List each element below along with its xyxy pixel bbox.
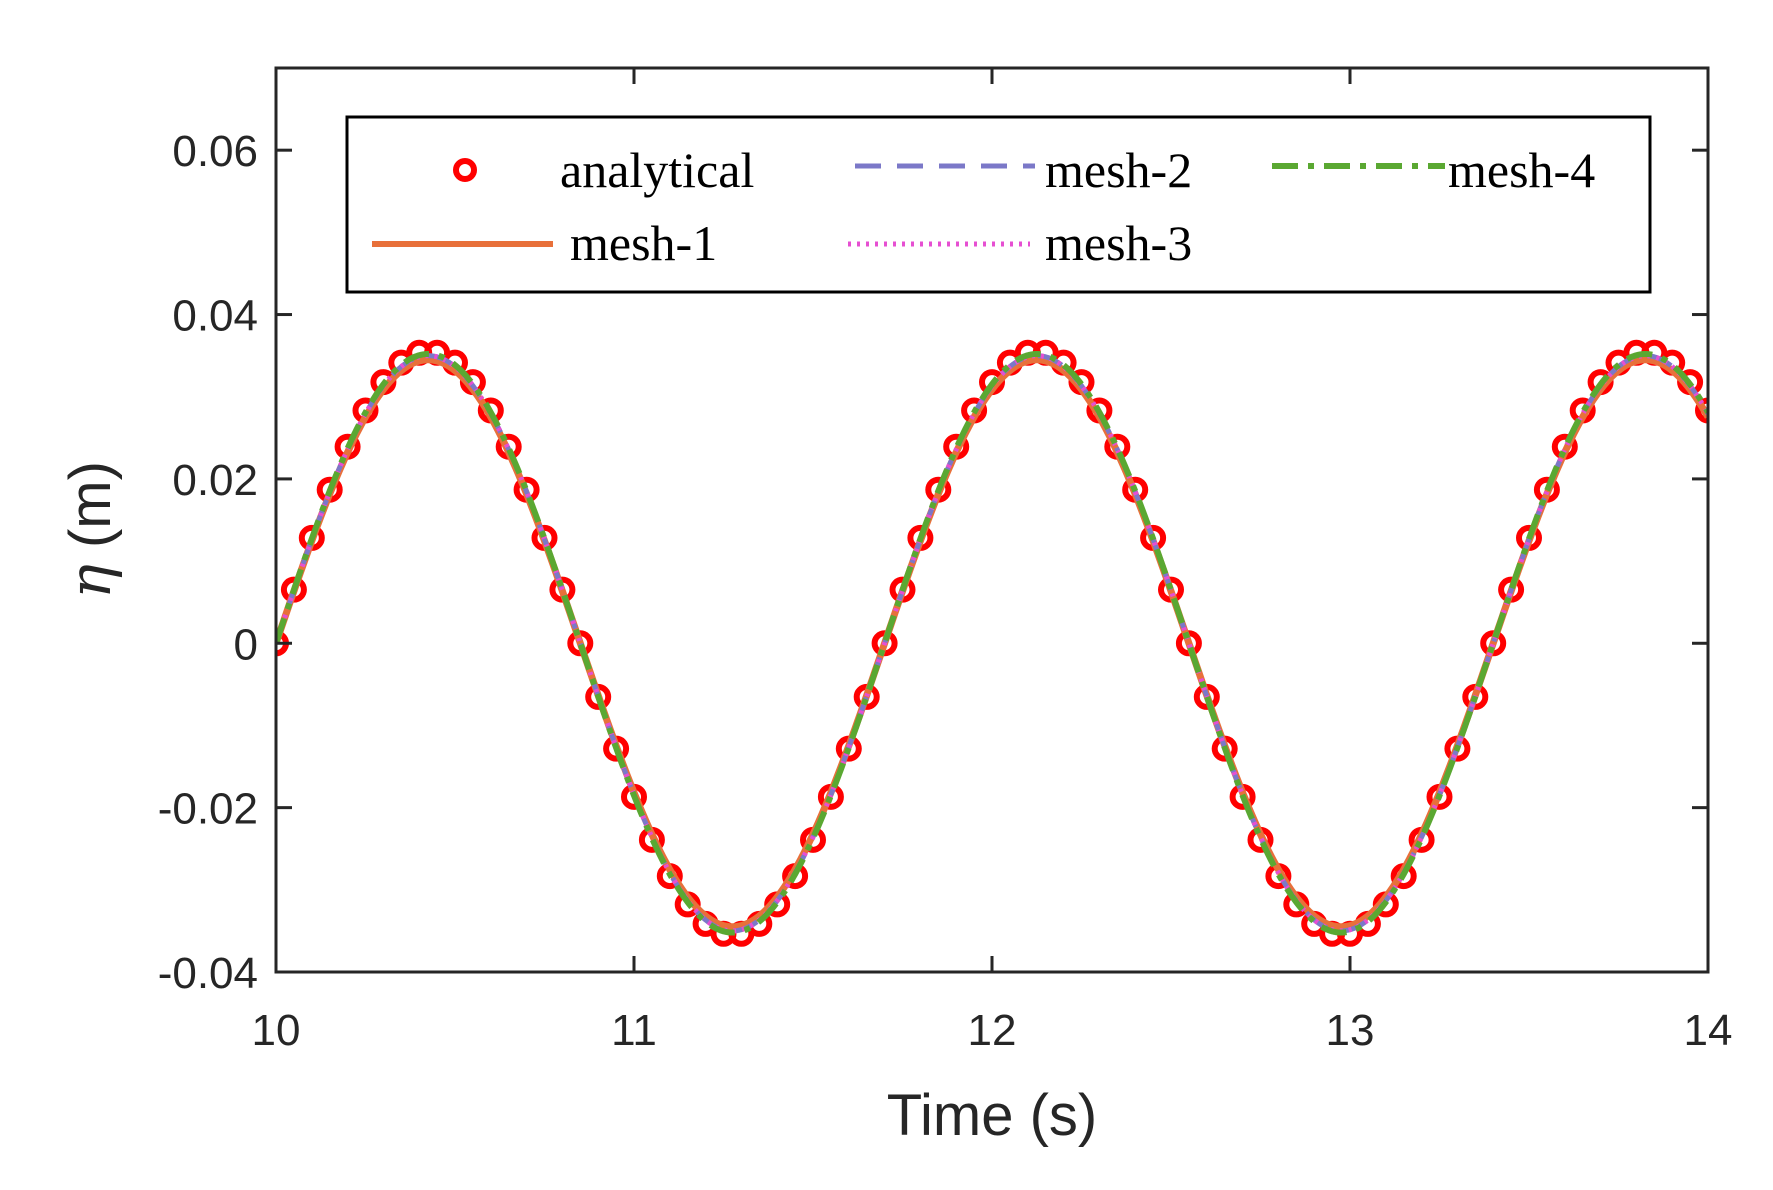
legend-label-mesh-4: mesh-4 bbox=[1448, 142, 1595, 198]
x-tick-label: 11 bbox=[611, 1006, 657, 1055]
legend-label-mesh-3: mesh-3 bbox=[1045, 215, 1192, 271]
legend-marker-analytical bbox=[453, 158, 477, 182]
y-tick-label: 0.02 bbox=[172, 456, 258, 505]
legend-entry-mesh-1: mesh-1 bbox=[372, 215, 717, 271]
y-axis-label: η (m) bbox=[56, 461, 124, 599]
legend: analytical mesh-2 mesh-4 mesh-1 mesh-3 bbox=[345, 115, 1652, 294]
y-axis-label-symbol: η bbox=[56, 564, 124, 599]
x-axis-label: Time (s) bbox=[887, 1083, 1097, 1148]
x-tick-label: 13 bbox=[1326, 1006, 1375, 1055]
data-point-analytical bbox=[1695, 397, 1708, 424]
axis-ticks: 10 11 12 13 14 -0.04 -0.02 0 0.02 0.04 0.06 bbox=[158, 68, 1733, 1055]
y-axis-label-unit: (m) bbox=[58, 461, 123, 564]
legend-entry-mesh-4: mesh-4 bbox=[1272, 142, 1595, 198]
y-tick-label: -0.02 bbox=[158, 785, 258, 834]
x-tick-label: 10 bbox=[252, 1006, 301, 1055]
legend-entry-mesh-3: mesh-3 bbox=[848, 215, 1192, 271]
y-tick-label: 0.04 bbox=[172, 292, 258, 341]
legend-label-analytical: analytical bbox=[560, 142, 754, 198]
y-tick-label: 0.06 bbox=[172, 127, 258, 176]
series-layer bbox=[276, 339, 1708, 947]
legend-entry-analytical: analytical bbox=[453, 142, 754, 198]
y-tick-label: -0.04 bbox=[158, 949, 258, 998]
legend-label-mesh-1: mesh-1 bbox=[570, 215, 717, 271]
x-tick-label: 14 bbox=[1684, 1006, 1733, 1055]
x-tick-label: 12 bbox=[968, 1006, 1017, 1055]
legend-entry-mesh-2: mesh-2 bbox=[855, 142, 1192, 198]
series-line-mesh-4 bbox=[276, 350, 1708, 936]
legend-box bbox=[345, 115, 1652, 294]
y-tick-label: 0 bbox=[234, 620, 258, 669]
legend-label-mesh-2: mesh-2 bbox=[1045, 142, 1192, 198]
